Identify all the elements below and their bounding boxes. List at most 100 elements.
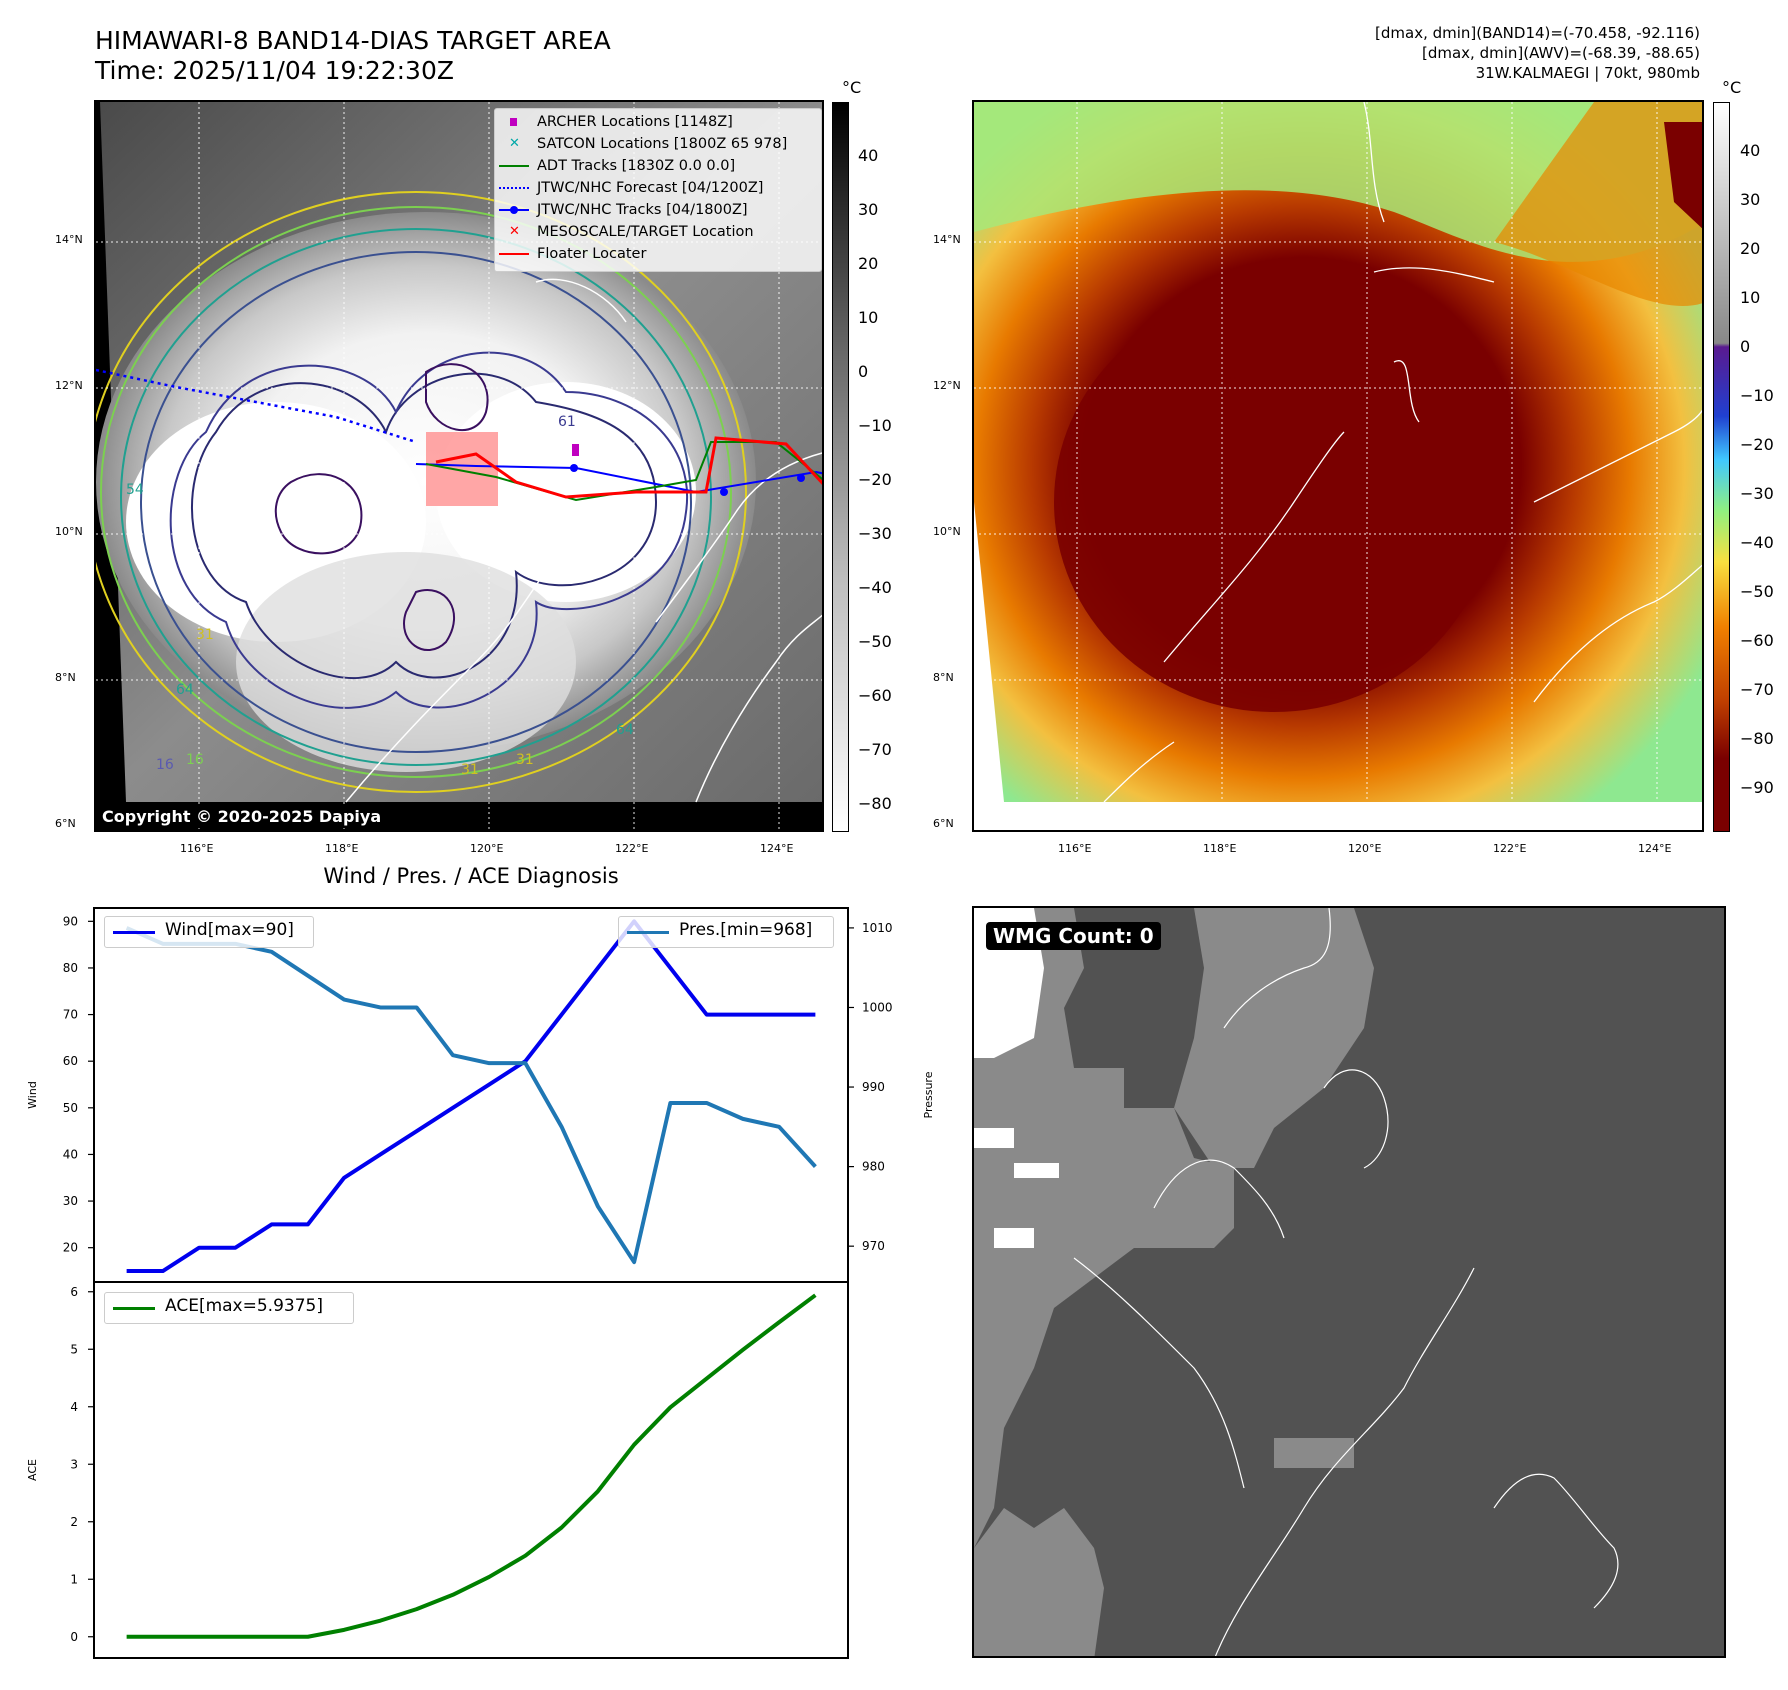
lat-label: 6°N [933, 817, 954, 830]
lat-label: 12°N [933, 379, 961, 392]
series-line-0 [126, 1293, 817, 1639]
jtwc-track [415, 463, 822, 494]
y-right-tick-label: 970 [862, 1239, 885, 1253]
ace-chart: 0 1 2 3 4 5 6 ACE [26, 1281, 849, 1659]
gray-colorbar-tick: 30 [858, 200, 879, 219]
lat-label: 6°N [55, 817, 76, 830]
gray-colorbar-tick: 10 [858, 308, 879, 327]
y-tick-label: 5 [70, 1342, 78, 1356]
contour-label: 54 [126, 482, 144, 498]
archer-square-icon [510, 118, 517, 126]
contour-label: 16 [156, 757, 174, 773]
figure-time: Time: 2025/11/04 19:22:30Z [95, 56, 454, 85]
diagnosis-title: Wind / Pres. / ACE Diagnosis [323, 864, 619, 888]
lon-label: 118°E [325, 842, 359, 855]
lon-label: 116°E [1058, 842, 1092, 855]
color-colorbar-tick: −50 [1740, 582, 1774, 601]
gray-colorbar-tick: −50 [858, 632, 892, 651]
plot-frame [93, 1281, 849, 1659]
lat-label: 14°N [933, 233, 961, 246]
gray-colorbar [832, 102, 849, 832]
lon-label: 122°E [615, 842, 649, 855]
y-tick-label: 80 [63, 961, 78, 975]
series-line-0 [126, 919, 816, 1274]
lat-label: 10°N [933, 525, 961, 538]
gray-colorbar-tick: −80 [858, 794, 892, 813]
color-colorbar-tick: 10 [1740, 288, 1761, 307]
gray-colorbar-tick: −40 [858, 578, 892, 597]
lon-label: 124°E [760, 842, 794, 855]
figure-title: HIMAWARI-8 BAND14-DIAS TARGET AREA [95, 26, 611, 55]
wmg-panel: WMG Count: 0 [972, 906, 1726, 1658]
y-tick-label: 6 [70, 1285, 78, 1299]
ir-map [96, 102, 822, 830]
contour-label: 64 [176, 682, 194, 698]
lat-label: 8°N [55, 671, 76, 684]
lat-label: 12°N [55, 379, 83, 392]
lat-label: 8°N [933, 671, 954, 684]
lat-label: 14°N [55, 233, 83, 246]
color-colorbar [1713, 102, 1730, 832]
forecast-track [96, 368, 417, 444]
band14-range: [dmax, dmin](BAND14)=(-70.458, -92.116) [1375, 24, 1700, 42]
y-axis-label: Wind [26, 1081, 39, 1109]
awv-map [974, 102, 1702, 830]
gray-colorbar-tick: −20 [858, 470, 892, 489]
lon-label: 120°E [1348, 842, 1382, 855]
color-colorbar-tick: −80 [1740, 729, 1774, 748]
gray-colorbar-tick: 0 [858, 362, 869, 381]
wind-pressure-chart: 20 30 40 50 60 70 80 90 970 980 990 1000 1010 Wind Pre… [26, 907, 935, 1283]
gray-colorbar-unit: °C [842, 78, 862, 97]
wmg-map [974, 908, 1619, 1656]
color-colorbar-tick: −40 [1740, 533, 1774, 552]
gray-colorbar-tick: −70 [858, 740, 892, 759]
color-colorbar-tick: −70 [1740, 680, 1774, 699]
floater-line-icon [499, 253, 529, 255]
y-right-tick-label: 990 [862, 1080, 885, 1094]
y-tick-label: 0 [70, 1630, 78, 1644]
y-tick-label: 1 [70, 1572, 78, 1586]
gray-colorbar-tick: −10 [858, 416, 892, 435]
y-right-axis-label: Pressure [922, 1071, 935, 1118]
adt-line-icon [499, 165, 529, 167]
wind-legend-line-icon [113, 931, 155, 934]
y-tick-label: 60 [63, 1054, 78, 1068]
jtwc-dot-icon [510, 206, 518, 214]
gray-colorbar-tick: −30 [858, 524, 892, 543]
y-tick-label: 4 [70, 1400, 78, 1414]
lon-label: 116°E [180, 842, 214, 855]
gray-colorbar-tick: 20 [858, 254, 879, 273]
storm-info: 31W.KALMAEGI | 70kt, 980mb [1475, 64, 1700, 82]
lon-label: 120°E [470, 842, 504, 855]
y-right-tick-label: 1000 [862, 1000, 893, 1014]
y-tick-label: 50 [63, 1101, 78, 1115]
y-tick-label: 2 [70, 1515, 78, 1529]
ace-legend: ACE[max=5.9375] [104, 1292, 354, 1324]
y-right-tick-label: 980 [862, 1160, 885, 1174]
contour-label: 31 [196, 627, 214, 643]
awv-map-panel [972, 100, 1704, 832]
color-colorbar-tick: 40 [1740, 141, 1761, 160]
contour-label: 31 [516, 752, 534, 768]
archer-marker [572, 444, 579, 456]
color-colorbar-tick: −90 [1740, 778, 1774, 797]
color-colorbar-tick: −10 [1740, 386, 1774, 405]
y-tick-label: 90 [63, 914, 78, 928]
lon-label: 118°E [1203, 842, 1237, 855]
color-colorbar-tick: −30 [1740, 484, 1774, 503]
y-tick-label: 3 [70, 1457, 78, 1471]
y-axis-label: ACE [26, 1459, 39, 1481]
forecast-dotted-icon [499, 187, 529, 189]
awv-range: [dmax, dmin](AWV)=(-68.39, -88.65) [1421, 44, 1700, 62]
y-tick-label: 30 [63, 1194, 78, 1208]
ace-legend-line-icon [113, 1307, 155, 1310]
target-x-icon: ✕ [509, 224, 520, 239]
y-right-tick-label: 1010 [862, 921, 893, 935]
wind-legend: Wind[max=90] [104, 916, 314, 948]
contour-label: 64 [616, 722, 634, 738]
color-colorbar-unit: °C [1722, 78, 1742, 97]
y-tick-label: 40 [63, 1147, 78, 1161]
color-colorbar-tick: 20 [1740, 239, 1761, 258]
target-box [426, 432, 498, 506]
gray-colorbar-tick: −60 [858, 686, 892, 705]
